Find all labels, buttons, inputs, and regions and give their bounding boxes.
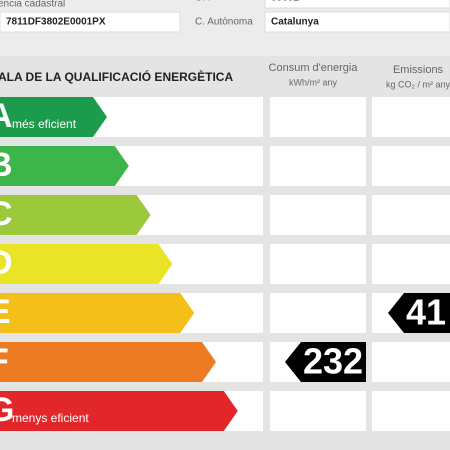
row-cell	[372, 146, 450, 186]
row-cell	[270, 244, 366, 284]
field-box	[264, 11, 450, 33]
class-bar	[0, 342, 216, 382]
row-cell	[372, 391, 450, 431]
class-letter: D	[0, 244, 13, 282]
field-value: 7811DF3802E0001PX	[6, 17, 106, 28]
column-unit: kg CO₂ / m² any	[386, 79, 450, 89]
class-bar	[0, 195, 151, 235]
class-note: menys eficient	[12, 411, 89, 425]
class-bar	[0, 244, 173, 284]
class-bar	[0, 391, 238, 431]
row-cell	[270, 195, 366, 235]
class-letter: B	[0, 146, 13, 184]
field-label: encia cadastral	[0, 0, 65, 10]
class-bar	[0, 146, 129, 186]
field-box	[0, 11, 181, 33]
class-note: més eficient	[12, 117, 77, 131]
row-cell	[270, 146, 366, 186]
column-title: Consum d'energia	[269, 62, 359, 74]
class-letter: E	[0, 293, 11, 331]
class-letter: A	[0, 97, 13, 135]
field-label: CP.	[195, 0, 210, 4]
rating-arrow	[285, 342, 366, 382]
row-cell	[372, 342, 450, 382]
column-unit: kWh/m² any	[289, 77, 338, 87]
class-letter: F	[0, 342, 9, 380]
rating-value: 41	[406, 292, 446, 333]
class-bar	[0, 293, 195, 333]
field-value: 08001	[271, 0, 299, 4]
field-label: C. Autònoma	[195, 17, 253, 28]
class-letter: C	[0, 195, 13, 233]
row-cell	[372, 244, 450, 284]
row-cell	[372, 97, 450, 137]
scale-title: ALA DE LA QUALIFICACIÓ ENERGÈTICA	[0, 69, 233, 84]
row-cell	[270, 293, 366, 333]
field-box	[264, 0, 450, 9]
class-letter: G	[0, 391, 14, 429]
row-cell	[270, 97, 366, 137]
field-value: Catalunya	[271, 17, 319, 28]
row-cell	[270, 391, 366, 431]
rating-arrow	[388, 293, 450, 333]
rating-value: 232	[303, 341, 363, 382]
column-title: Emissions	[393, 64, 444, 76]
class-bar	[0, 97, 107, 137]
row-cell	[372, 195, 450, 235]
